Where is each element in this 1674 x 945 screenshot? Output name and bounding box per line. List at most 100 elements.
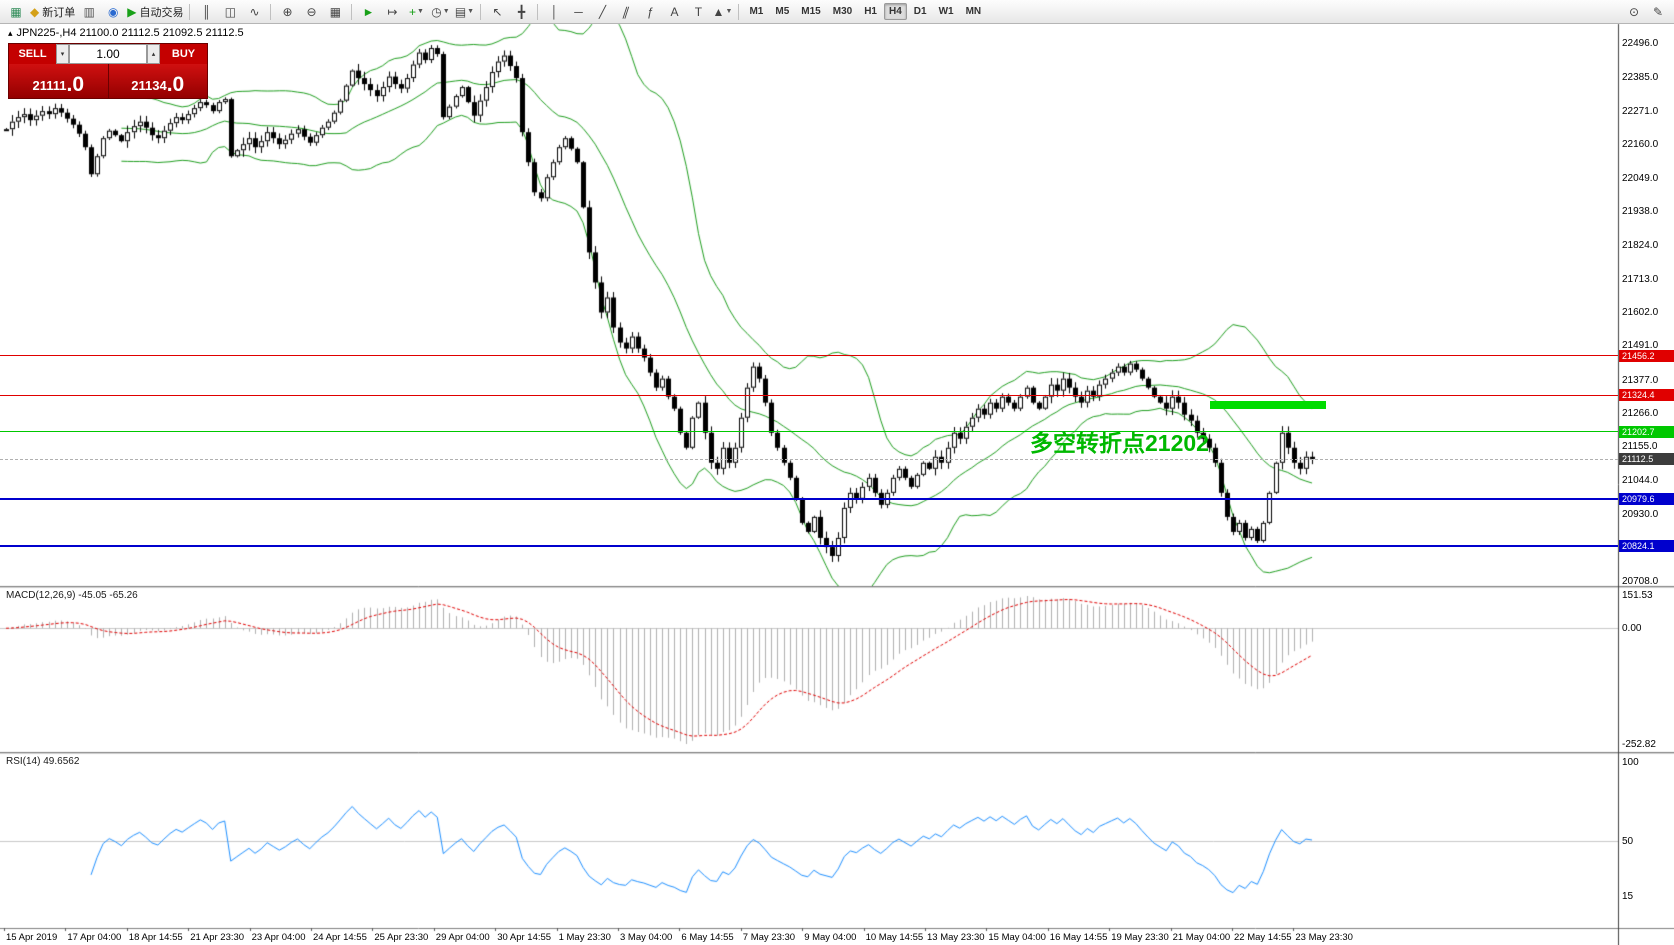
auto-trading-button[interactable]: ▶ 自动交易	[127, 4, 184, 19]
toolbar-separator	[738, 3, 740, 20]
buy-header[interactable]: BUY	[160, 44, 207, 64]
arrows-icon[interactable]: ▲ ▼	[712, 4, 733, 19]
time-axis-label[interactable]: 16 May 14:55	[1049, 932, 1108, 943]
timeframe-h4-button[interactable]: H4	[883, 3, 907, 20]
turning-point-segment[interactable]	[1210, 400, 1326, 409]
time-axis-label[interactable]: 19 May 23:30	[1111, 932, 1169, 943]
rsi-label: RSI(14) 49.6562	[6, 756, 80, 767]
vertical-line-icon[interactable]: │	[550, 4, 559, 19]
zoom-out-icon[interactable]: ⊖	[306, 4, 317, 19]
time-axis-label[interactable]: 17 Apr 04:00	[67, 932, 122, 943]
time-axis-label[interactable]: 7 May 23:30	[742, 932, 796, 943]
toolbar-separator	[189, 3, 191, 20]
macd-axis-label: 151.53	[1622, 590, 1653, 601]
price-axis-label: 20708.0	[1622, 575, 1659, 587]
price-axis-label: 21377.0	[1622, 374, 1659, 386]
zoom-in-icon[interactable]: ⊕	[282, 4, 293, 19]
rsi-axis-label: 50	[1622, 836, 1634, 847]
buy-price: 21134	[131, 78, 167, 93]
text-label-icon[interactable]: T	[694, 4, 703, 19]
buy-price-big-digits: .0	[166, 73, 185, 96]
price-tag: 21112.5	[1619, 453, 1674, 466]
time-axis-label[interactable]: 22 May 14:55	[1234, 932, 1292, 943]
toolbar-separator	[351, 3, 353, 20]
sell-header[interactable]: SELL	[9, 44, 56, 64]
periods-icon[interactable]: ◷ ▼	[431, 4, 450, 19]
oneclick-toggle-icon[interactable]: ▴	[8, 28, 13, 38]
time-axis-label[interactable]: 15 Apr 2019	[6, 932, 58, 943]
edit-window-icon[interactable]: ✎	[1652, 4, 1664, 19]
pivot-line-21202[interactable]	[0, 431, 1618, 433]
chart-shift-icon[interactable]: ↦	[387, 4, 398, 19]
timeframe-m15-button[interactable]: M15	[801, 6, 821, 17]
time-axis-label[interactable]: 1 May 23:30	[558, 932, 611, 943]
time-axis-label[interactable]: 21 Apr 23:30	[190, 932, 245, 943]
channel-icon[interactable]: ∥	[621, 4, 632, 19]
toolbar: ▦ ◆ 新订单 ▥ ◉ ▶ 自动交易 ║ ◫ ∿ ⊕ ⊖ ▦ ► ↦ + ▼ ◷ ▼ ▤ ▼ ↖ ╋ │ ─ ╱ ∥ ƒ A T ▲ ▼ M1 M…	[0, 0, 1674, 24]
time-axis-label[interactable]: 23 May 23:30	[1295, 932, 1353, 943]
line-chart-icon[interactable]: ∿	[249, 4, 260, 19]
time-axis-label[interactable]: 24 Apr 14:55	[313, 932, 367, 943]
time-axis-label[interactable]: 13 May 23:30	[927, 932, 985, 943]
timeframe-d1-button[interactable]: D1	[913, 6, 927, 17]
timeframe-m5-button[interactable]: M5	[775, 6, 790, 17]
macd-axis-label: -252.82	[1622, 739, 1656, 750]
price-axis-label: 21938.0	[1622, 205, 1659, 217]
time-axis-label[interactable]: 3 May 04:00	[620, 932, 673, 943]
current-price-line[interactable]	[0, 458, 1618, 460]
new-chart-icon[interactable]: ▦	[10, 4, 22, 19]
cursor-icon[interactable]: ↖	[492, 4, 503, 19]
sell-button[interactable]: 21111.0	[9, 64, 108, 98]
profiles-icon[interactable]: ▥	[83, 4, 95, 19]
toolbar-separator	[270, 3, 272, 20]
trendline-icon[interactable]: ╱	[598, 4, 607, 19]
time-axis-label[interactable]: 9 May 04:00	[804, 932, 857, 943]
time-axis-label[interactable]: 21 May 04:00	[1172, 932, 1231, 943]
new-order-button[interactable]: ◆ 新订单	[30, 4, 76, 19]
timeframe-w1-button[interactable]: W1	[938, 6, 954, 17]
volume-input[interactable]: 1.00	[69, 44, 147, 64]
timeframe-m1-button[interactable]: M1	[749, 6, 764, 17]
crosshair-icon[interactable]: ╋	[517, 4, 526, 19]
time-axis-label[interactable]: 15 May 04:00	[988, 932, 1046, 943]
timeframe-mn-button[interactable]: MN	[965, 6, 982, 17]
candlestick-chart-icon[interactable]: ◫	[224, 4, 237, 19]
search-icon[interactable]: ⊙	[1628, 4, 1640, 19]
market-watch-icon[interactable]: ◉	[107, 4, 119, 19]
price-axis-label: 22271.0	[1622, 105, 1659, 117]
templates-icon[interactable]: ▤ ▼	[454, 4, 475, 19]
tile-windows-icon[interactable]: ▦	[329, 4, 342, 19]
indicators-icon[interactable]: + ▼	[408, 4, 424, 19]
time-axis-label[interactable]: 10 May 14:55	[865, 932, 924, 943]
time-axis-label[interactable]: 25 Apr 23:30	[374, 932, 429, 943]
buy-button[interactable]: 21134.0	[108, 64, 207, 98]
price-axis-label: 21824.0	[1622, 240, 1659, 252]
support-line-20979[interactable]	[0, 497, 1618, 500]
rsi-axis-label: 100	[1622, 757, 1639, 768]
horizontal-line-icon[interactable]: ─	[574, 4, 583, 19]
resistance-line-21324[interactable]	[0, 394, 1618, 396]
time-axis-label[interactable]: 18 Apr 14:55	[128, 932, 183, 943]
support-line-20824[interactable]	[0, 544, 1618, 547]
volume-increase-button[interactable]: ▴	[147, 44, 160, 64]
timeframe-m30-button[interactable]: M30	[832, 6, 853, 17]
time-axis-label[interactable]: 30 Apr 14:55	[497, 932, 552, 943]
time-axis-label[interactable]: 23 Apr 04:00	[251, 932, 306, 943]
turning-point-annotation[interactable]: 多空转折点21202	[1030, 430, 1209, 456]
fibonacci-icon[interactable]: ƒ	[647, 4, 654, 19]
time-axis-label[interactable]: 29 Apr 04:00	[435, 932, 490, 943]
price-axis-label: 22049.0	[1622, 172, 1659, 184]
bar-chart-icon[interactable]: ║	[202, 4, 211, 19]
price-tag: 21202.7	[1619, 425, 1674, 438]
symbol-ohlc-line: ▴ JPN225-,H4 21100.0 21112.5 21092.5 2111…	[8, 27, 244, 39]
time-axis-label[interactable]: 6 May 14:55	[681, 932, 734, 943]
price-axis-label: 22385.0	[1622, 71, 1659, 83]
price-axis-label: 21602.0	[1622, 306, 1659, 318]
text-icon[interactable]: A	[670, 4, 679, 19]
timeframe-h1-button[interactable]: H1	[864, 6, 877, 17]
resistance-line-21456[interactable]	[0, 355, 1618, 357]
volume-decrease-button[interactable]: ▾	[56, 44, 69, 64]
auto-scroll-icon[interactable]: ►	[362, 4, 375, 19]
